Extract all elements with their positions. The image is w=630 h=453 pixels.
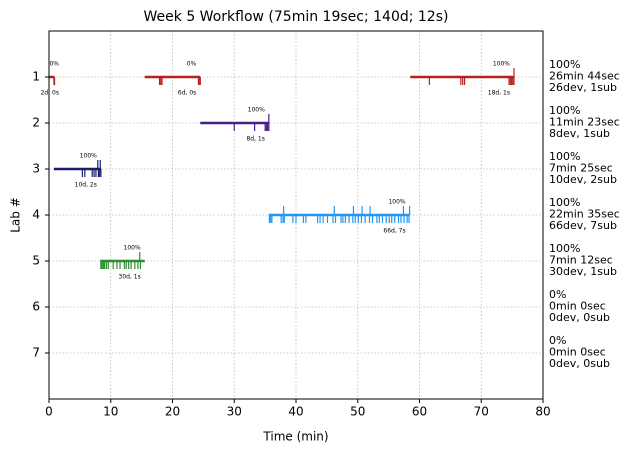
segment-counts: 10d, 2s — [75, 182, 97, 189]
lab-summary: 30dev, 1sub — [549, 265, 617, 278]
lab-summary: 100% — [549, 104, 580, 117]
marks — [49, 68, 515, 269]
segment-percent: 100% — [248, 107, 265, 114]
x-tick-label: 60 — [412, 405, 427, 419]
segment-counts: 18d, 1s — [488, 90, 510, 97]
y-tick-label: 6 — [32, 300, 40, 314]
lab-summary: 0min 0sec — [549, 346, 606, 359]
lab-summary: 10dev, 2sub — [549, 173, 617, 186]
segment-counts: 2d, 0s — [41, 90, 59, 97]
y-tick-label: 7 — [32, 346, 40, 360]
segment-counts: 66d, 7s — [383, 228, 405, 235]
lab-summary: 26dev, 1sub — [549, 81, 617, 94]
y-axis-label: Lab # — [9, 197, 23, 233]
segment-percent: 100% — [388, 199, 405, 206]
lab-summary: 100% — [549, 242, 580, 255]
lab-summary: 100% — [549, 58, 580, 71]
lab-summary: 0% — [549, 288, 566, 301]
segment-counts: 30d, 1s — [119, 274, 141, 281]
lab-summary: 26min 44sec — [549, 70, 620, 83]
lab-summary: 66dev, 7sub — [549, 219, 617, 232]
chart-title: Week 5 Workflow (75min 19sec; 140d; 12s) — [144, 9, 449, 25]
segment-percent: 0% — [49, 61, 59, 68]
y-tick-label: 2 — [32, 116, 40, 130]
y-tick-label: 4 — [32, 208, 40, 222]
x-tick-label: 50 — [350, 405, 365, 419]
segment-percent: 100% — [493, 61, 510, 68]
lab-summary: 22min 35sec — [549, 208, 620, 221]
x-tick-label: 10 — [103, 405, 118, 419]
lab-summary: 100% — [549, 150, 580, 163]
lab-summary: 0min 0sec — [549, 300, 606, 313]
segment-percent: 100% — [80, 153, 97, 160]
lab-summary: 0dev, 0sub — [549, 357, 610, 370]
segment-counts: 8d, 1s — [246, 136, 264, 143]
x-tick-label: 20 — [165, 405, 180, 419]
x-tick-label: 30 — [227, 405, 242, 419]
y-tick-label: 1 — [32, 70, 40, 84]
x-tick-label: 80 — [535, 405, 550, 419]
x-tick-label: 0 — [45, 405, 53, 419]
lab-summary: 0% — [549, 334, 566, 347]
lab-summary: 100% — [549, 196, 580, 209]
lab-summary: 11min 23sec — [549, 116, 620, 129]
y-tick-label: 5 — [32, 254, 40, 268]
lab-summary: 7min 12sec — [549, 254, 613, 267]
lab-summary: 0dev, 0sub — [549, 311, 610, 324]
segment-percent: 100% — [124, 245, 141, 252]
x-axis-label: Time (min) — [262, 430, 328, 444]
segment-counts: 6d, 0s — [178, 90, 196, 97]
x-tick-label: 40 — [288, 405, 303, 419]
lab-summary: 8dev, 1sub — [549, 127, 610, 140]
lab-summary: 7min 25sec — [549, 162, 613, 175]
x-tick-label: 70 — [474, 405, 489, 419]
segment-percent: 0% — [187, 61, 197, 68]
y-tick-label: 3 — [32, 162, 40, 176]
